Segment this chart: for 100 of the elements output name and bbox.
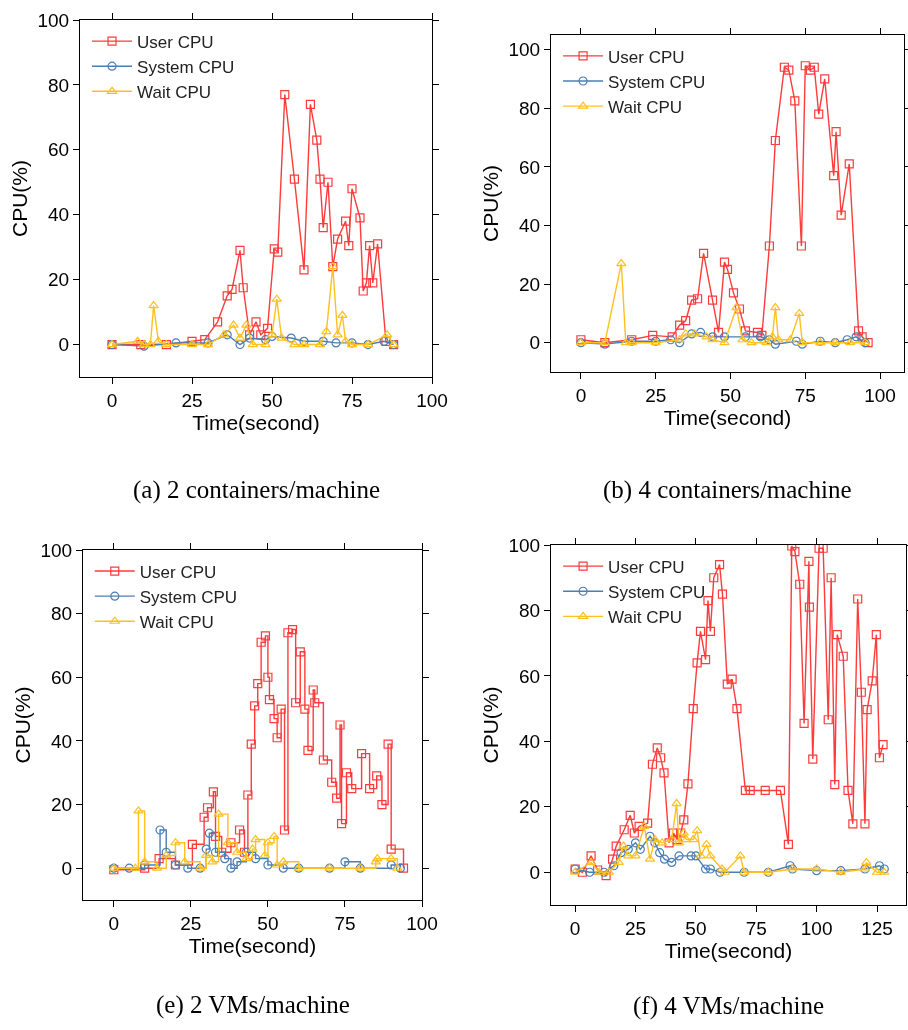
point: [321, 326, 332, 335]
y-tick-label: 80: [518, 600, 541, 622]
point: [719, 332, 730, 342]
point: [767, 332, 778, 340]
point: [686, 851, 696, 861]
point: [291, 698, 301, 708]
point: [599, 867, 609, 877]
point: [831, 127, 841, 137]
point: [295, 647, 305, 657]
y-tick-label: 20: [518, 273, 541, 295]
point: [213, 809, 224, 817]
x-tick-label: 0: [106, 389, 118, 411]
y-axis-title: CPU(%): [7, 160, 31, 237]
point: [310, 698, 320, 708]
x-tick-label: 125: [861, 917, 893, 939]
point: [246, 739, 256, 749]
point: [630, 851, 641, 859]
x-tick-label: 100: [416, 389, 448, 411]
point: [336, 819, 347, 829]
x-tick-label: 25: [645, 384, 667, 406]
point: [278, 857, 289, 865]
point: [187, 839, 197, 849]
point: [286, 333, 296, 343]
point: [300, 704, 310, 714]
point: [256, 637, 266, 647]
point: [201, 850, 212, 859]
x-tick-label: 50: [261, 389, 283, 411]
text: (f) 4 VMs/machine: [633, 992, 825, 1020]
x-tick-label: 0: [569, 917, 581, 939]
point: [779, 62, 789, 72]
point: [705, 864, 715, 874]
point: [278, 863, 288, 873]
point: [145, 339, 156, 348]
point: [204, 828, 214, 838]
point: [269, 244, 279, 254]
point: [675, 338, 685, 348]
point: [861, 857, 872, 866]
point: [814, 109, 824, 119]
point: [616, 258, 627, 267]
point: [681, 834, 692, 843]
point: [836, 210, 846, 220]
point: [791, 336, 801, 346]
y-axis-title: CPU(%): [478, 165, 502, 242]
point: [332, 330, 343, 338]
point: [318, 223, 328, 233]
point: [613, 857, 624, 866]
point: [139, 857, 150, 865]
point: [235, 245, 245, 256]
point: [719, 338, 730, 346]
point: [655, 848, 665, 858]
point: [722, 264, 733, 275]
point: [365, 784, 375, 794]
y-tick-label: 0: [61, 857, 73, 879]
point: [170, 838, 181, 846]
point: [666, 834, 677, 843]
point: [260, 339, 271, 348]
point: [675, 320, 685, 330]
point: [616, 848, 626, 858]
point: [645, 831, 655, 841]
point: [202, 803, 213, 813]
point: [851, 332, 861, 342]
point: [250, 701, 260, 711]
legend-label: System CPU: [608, 582, 706, 602]
point: [241, 320, 252, 328]
point: [280, 90, 290, 100]
point: [811, 864, 822, 872]
x-axis-title: Time(second): [663, 405, 792, 429]
point: [315, 174, 325, 184]
point: [785, 335, 796, 343]
point: [674, 335, 685, 343]
point: [687, 295, 697, 305]
point: [740, 326, 751, 336]
point: [263, 860, 273, 870]
point: [250, 854, 261, 864]
point: [735, 851, 746, 859]
point: [318, 755, 328, 765]
point: [208, 787, 218, 797]
point: [130, 863, 141, 871]
point: [269, 714, 279, 724]
y-tick-label: 100: [40, 539, 73, 561]
point: [857, 332, 867, 342]
point: [226, 863, 236, 873]
point: [235, 339, 245, 350]
y-tick-label: 40: [50, 730, 73, 752]
point: [308, 685, 318, 695]
legend-label: System CPU: [137, 57, 235, 77]
point: [201, 844, 211, 854]
point: [259, 850, 271, 859]
y-tick-label: 20: [47, 269, 70, 291]
point: [314, 339, 326, 348]
legend-label: System CPU: [139, 587, 238, 607]
x-tick-label: 50: [257, 912, 279, 934]
y-tick-label: 40: [518, 731, 541, 753]
point: [649, 834, 661, 843]
point: [370, 857, 381, 865]
point: [698, 248, 709, 258]
point: [773, 335, 784, 343]
point: [688, 834, 699, 843]
point: [327, 777, 337, 787]
x-tick-label: 0: [108, 912, 120, 934]
